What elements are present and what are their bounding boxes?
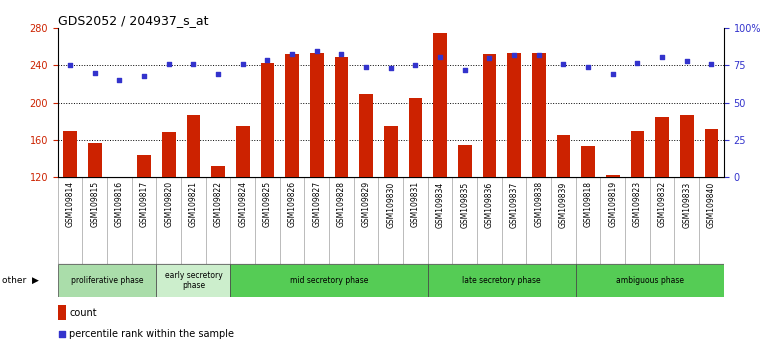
Point	[64, 63, 76, 68]
Point	[508, 52, 521, 58]
Point	[484, 55, 496, 61]
Bar	[606, 175, 620, 177]
Point	[162, 61, 175, 67]
Text: GSM109835: GSM109835	[460, 181, 469, 228]
Point	[533, 52, 545, 58]
Bar	[112, 177, 126, 178]
Text: GSM109814: GSM109814	[65, 181, 75, 228]
Text: GSM109821: GSM109821	[189, 181, 198, 227]
Bar	[680, 115, 694, 177]
Point	[384, 65, 397, 71]
Text: GSM109828: GSM109828	[337, 181, 346, 227]
Text: GSM109818: GSM109818	[584, 181, 593, 227]
Bar	[156, 264, 230, 297]
Bar	[409, 98, 422, 177]
Bar	[286, 55, 299, 177]
Point	[236, 61, 249, 67]
Text: GSM109840: GSM109840	[707, 181, 716, 228]
Bar	[631, 131, 644, 177]
Bar	[162, 132, 176, 177]
Bar	[63, 131, 77, 177]
Point	[360, 64, 372, 70]
Text: GSM109822: GSM109822	[213, 181, 223, 227]
Text: GSM109831: GSM109831	[411, 181, 420, 228]
Text: GSM109839: GSM109839	[559, 181, 568, 228]
Bar	[58, 264, 156, 297]
Bar	[58, 305, 66, 320]
Text: other  ▶: other ▶	[2, 276, 38, 285]
Text: mid secretory phase: mid secretory phase	[290, 276, 368, 285]
Text: count: count	[69, 308, 97, 318]
Text: percentile rank within the sample: percentile rank within the sample	[69, 329, 234, 339]
Text: early secretory
phase: early secretory phase	[165, 271, 223, 290]
Bar	[434, 33, 447, 177]
Bar	[137, 155, 151, 177]
Text: GSM109825: GSM109825	[263, 181, 272, 228]
Text: GSM109837: GSM109837	[510, 181, 519, 228]
Point	[410, 63, 422, 68]
Point	[286, 51, 298, 56]
Point	[212, 72, 224, 77]
Bar	[211, 166, 225, 177]
Bar	[186, 115, 200, 177]
Bar	[230, 264, 428, 297]
Text: GSM109816: GSM109816	[115, 181, 124, 228]
Text: GSM109832: GSM109832	[658, 181, 667, 228]
Text: GSM109815: GSM109815	[90, 181, 99, 228]
Point	[681, 58, 693, 64]
Point	[459, 67, 471, 73]
Point	[607, 72, 619, 77]
Bar	[557, 135, 571, 177]
Point	[631, 60, 644, 65]
Text: GSM109827: GSM109827	[313, 181, 321, 228]
Text: GSM109834: GSM109834	[436, 181, 444, 228]
Bar	[88, 143, 102, 177]
Bar	[458, 145, 471, 177]
Text: GSM109817: GSM109817	[139, 181, 149, 228]
Bar	[428, 264, 576, 297]
Bar	[581, 146, 595, 177]
Bar	[576, 264, 724, 297]
Bar	[384, 126, 397, 177]
Point	[55, 331, 68, 337]
Bar	[655, 116, 669, 177]
Bar	[310, 53, 323, 177]
Point	[113, 78, 126, 83]
Point	[138, 73, 150, 79]
Text: proliferative phase: proliferative phase	[71, 276, 143, 285]
Point	[557, 61, 570, 67]
Point	[89, 70, 101, 76]
Bar	[532, 53, 546, 177]
Point	[656, 54, 668, 59]
Bar	[236, 126, 249, 177]
Text: late secretory phase: late secretory phase	[463, 276, 541, 285]
Point	[434, 54, 447, 59]
Text: GSM109826: GSM109826	[288, 181, 296, 228]
Bar	[705, 129, 718, 177]
Bar	[335, 57, 348, 177]
Text: GSM109833: GSM109833	[682, 181, 691, 228]
Text: GSM109838: GSM109838	[534, 181, 544, 228]
Point	[705, 61, 718, 67]
Point	[310, 48, 323, 53]
Text: ambiguous phase: ambiguous phase	[616, 276, 684, 285]
Text: GSM109836: GSM109836	[485, 181, 494, 228]
Bar	[507, 53, 521, 177]
Point	[261, 57, 273, 62]
Text: GSM109823: GSM109823	[633, 181, 642, 228]
Point	[335, 51, 347, 56]
Text: GDS2052 / 204937_s_at: GDS2052 / 204937_s_at	[58, 14, 208, 27]
Text: GSM109829: GSM109829	[362, 181, 370, 228]
Text: GSM109824: GSM109824	[238, 181, 247, 228]
Point	[187, 61, 199, 67]
Bar	[261, 63, 274, 177]
Text: GSM109820: GSM109820	[164, 181, 173, 228]
Bar	[483, 55, 496, 177]
Point	[582, 64, 594, 70]
Text: GSM109819: GSM109819	[608, 181, 618, 228]
Bar	[360, 94, 373, 177]
Text: GSM109830: GSM109830	[387, 181, 395, 228]
